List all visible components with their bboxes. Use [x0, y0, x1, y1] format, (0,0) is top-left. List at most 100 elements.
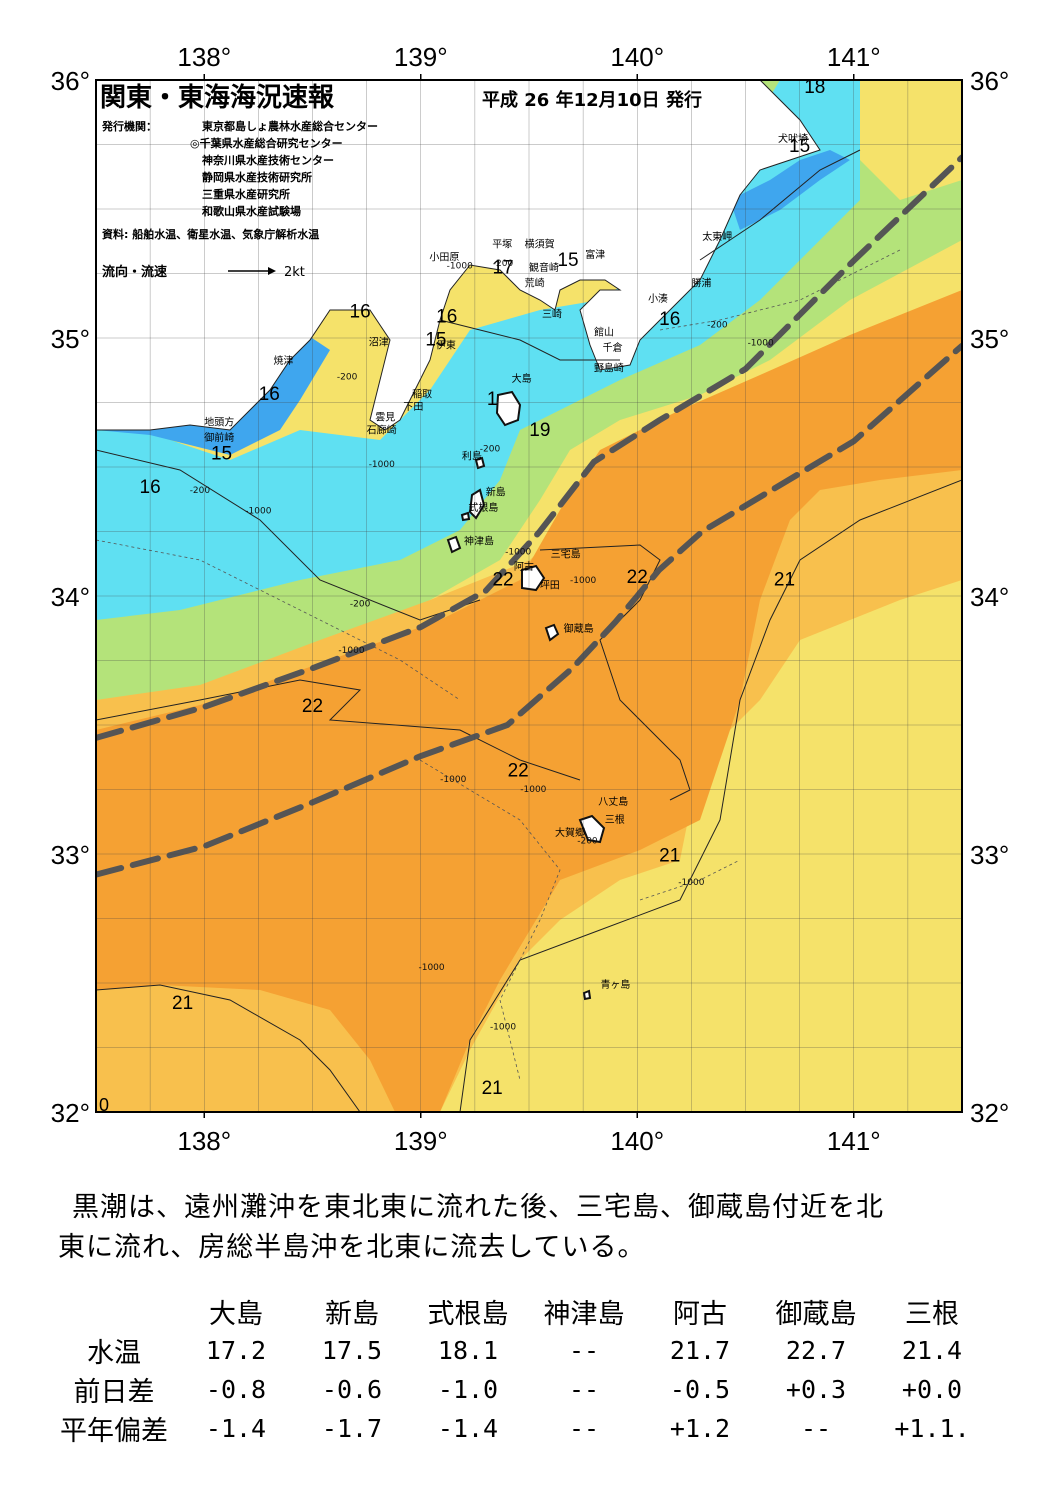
- depth-labels: -1000 -200 -200 -1000 -200 -1000 -200 -200 -1000…: [190, 259, 774, 1033]
- col-mitsune: 三根: [905, 1299, 959, 1330]
- place-name-label: 館山: [594, 325, 614, 338]
- place-name-label: 八丈島: [598, 795, 628, 808]
- table-cell: --: [800, 1414, 832, 1443]
- lat-tick-label-right: 33°: [970, 840, 1009, 870]
- lon-tick-label-bottom: 140°: [610, 1126, 664, 1156]
- place-name-label: 伊東: [436, 338, 456, 351]
- island-shikinejima: [460, 511, 471, 522]
- publisher-label: 発行機関：: [101, 119, 157, 133]
- col-ako: 阿古: [673, 1299, 727, 1330]
- table-cell: -1.0: [437, 1375, 499, 1404]
- isotherm-temp-label: 15: [425, 330, 446, 351]
- depth-contour-label: -1000: [369, 460, 395, 470]
- lon-tick-label-top: 141°: [827, 42, 881, 72]
- table-cell: 22.7: [785, 1336, 847, 1365]
- publisher-0: 東京都島しょ農林水産総合センター: [202, 119, 378, 133]
- place-name-label: 野島崎: [594, 362, 624, 375]
- lat-tick-label-left: 34°: [51, 582, 90, 612]
- data-source: 資料: 船舶水温、衛星水温、気象庁解析水温: [102, 227, 319, 241]
- publisher-1: ◎千葉県水産総合研究センター: [190, 136, 343, 150]
- depth-contour-label: -200: [337, 372, 358, 382]
- place-name-label: 利島: [462, 449, 482, 462]
- table-row: 平年偏差 -1.4 -1.7 -1.4 -- +1.2 -- +1.1.: [50, 1409, 990, 1448]
- place-name-label: 観音崎: [529, 261, 559, 274]
- lat-tick-label-left: 35°: [51, 324, 90, 354]
- lat-tick-label-right: 35°: [970, 324, 1009, 354]
- land-honshu: [96, 80, 821, 431]
- current-legend-label: 流向・流速: [102, 264, 167, 280]
- table-cell: 17.5: [321, 1336, 383, 1365]
- isotherm-temp-label: 22: [627, 567, 648, 588]
- publisher-5: 和歌山県水産試験場: [202, 204, 301, 218]
- isotherm-temp-label: 19: [529, 420, 550, 441]
- place-name-label: 犬吠埼: [778, 132, 808, 145]
- place-name-label: 平塚: [492, 239, 512, 251]
- depth-contour-label: -1000: [505, 548, 531, 558]
- lat-tick-label-right: 34°: [970, 582, 1009, 612]
- table-cell: +1.2: [669, 1414, 731, 1443]
- depth-contours: [96, 249, 901, 1081]
- table-row: 水温 17.2 17.5 18.1 -- 21.7 22.7 21.4: [50, 1331, 990, 1370]
- issue-date: 平成 26 年12月10日 発行: [482, 89, 702, 111]
- axis-ticks: 138° 138° 139° 139° 140° 140° 141° 141° 36° 36° 35…: [51, 42, 1010, 1156]
- place-name-label: 青ヶ島: [600, 978, 630, 991]
- table-cell: +0.0: [901, 1375, 963, 1404]
- lat-tick-label-left: 36°: [51, 66, 90, 96]
- isotherm-temp-label: 16: [140, 477, 161, 498]
- place-name-label: 焼津: [274, 355, 294, 367]
- lon-tick-label-top: 139°: [394, 42, 448, 72]
- depth-contour-label: -200: [350, 599, 371, 609]
- isotherm-temp-label: 22: [492, 570, 513, 591]
- depth-contour-label: -1000: [678, 878, 704, 888]
- table-corner: [50, 1292, 178, 1331]
- publisher-2: 神奈川県水産技術センター: [202, 153, 334, 167]
- place-name-label: 勝浦: [691, 276, 711, 289]
- place-name-label: 大賀郷: [555, 826, 585, 839]
- place-name-label: 千倉: [603, 341, 623, 354]
- depth-contour-label: -1000: [520, 785, 546, 795]
- table-cell: 17.2: [205, 1336, 267, 1365]
- island-oshima: [495, 390, 522, 427]
- isotherm-temp-label: 18: [804, 77, 825, 98]
- place-name-label: 三崎: [542, 307, 562, 320]
- place-name-label: 下田: [403, 402, 423, 413]
- place-name-label: 新島: [486, 485, 506, 498]
- lon-tick-label-bottom: 138°: [177, 1126, 231, 1156]
- map-title: 関東・東海海況速報: [100, 83, 335, 113]
- col-kozushima: 神津島: [543, 1299, 625, 1330]
- place-name-label: 雲見: [375, 412, 395, 424]
- col-oshima: 大島: [209, 1299, 263, 1330]
- place-name-label: 御蔵島: [564, 622, 594, 635]
- depth-contour-label: -1000: [418, 963, 444, 973]
- row-label-daily-diff: 前日差: [73, 1377, 155, 1408]
- place-name-label: 富津: [585, 248, 605, 261]
- depth-contour-label: -200: [480, 445, 501, 455]
- table-cell: 21.7: [669, 1336, 731, 1365]
- table-cell: -0.6: [321, 1375, 383, 1404]
- table-cell: --: [568, 1375, 600, 1404]
- lat-tick-label-left: 32°: [51, 1098, 90, 1128]
- place-name-label: 荒崎: [525, 276, 545, 289]
- island-miyakejima: [521, 564, 546, 592]
- current-legend-scale: 2kt: [284, 265, 305, 280]
- depth-contour-label: -1000: [570, 576, 596, 586]
- place-name-label: 大島: [512, 372, 532, 385]
- place-name-label: 地頭方: [204, 416, 234, 429]
- depth-contour-label: -200: [493, 259, 514, 269]
- sea-cyan-zone: [96, 80, 860, 620]
- summary-text: 黒潮は、遠州灘沖を東北東に流れた後、三宅島、御蔵島付近を北 東に流れ、房総半島沖…: [58, 1188, 1018, 1268]
- place-name-label: 式根島: [468, 501, 498, 514]
- lat-tick-label-right: 32°: [970, 1098, 1009, 1128]
- depth-contour-label: -200: [190, 486, 211, 496]
- place-name-label: 神津島: [464, 534, 494, 547]
- isotherm-temp-label: 16: [659, 309, 680, 330]
- isotherm-temp-label: 22: [508, 761, 529, 782]
- lon-tick-label-bottom: 141°: [827, 1126, 881, 1156]
- isotherm-temp-label: 16: [259, 384, 280, 405]
- depth-contour-label: -1000: [245, 506, 271, 516]
- isotherm-temp-label: 15: [211, 443, 232, 464]
- summary-line-1: 黒潮は、遠州灘沖を東北東に流れた後、三宅島、御蔵島付近を北: [72, 1192, 884, 1223]
- table-cell: 18.1: [437, 1336, 499, 1365]
- island-kozushima: [446, 535, 462, 554]
